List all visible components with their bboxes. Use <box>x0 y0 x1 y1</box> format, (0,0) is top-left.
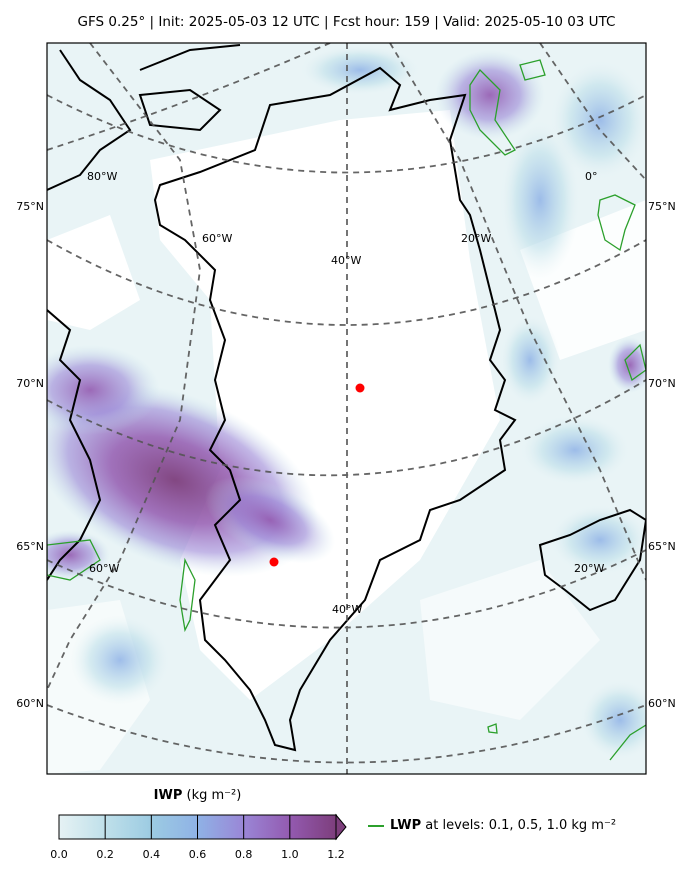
lon-label: 80°W <box>87 170 117 183</box>
lon-label: 20°W <box>574 562 604 575</box>
lat-label: 75°N <box>16 200 44 213</box>
lon-label: 60°W <box>202 232 232 245</box>
lwp-contours <box>47 59 646 761</box>
iwp-field <box>47 43 646 774</box>
colorbar-units: (kg m⁻²) <box>186 788 242 803</box>
map-title: GFS 0.25° | Init: 2025-05-03 12 UTC | Fc… <box>77 14 616 30</box>
lon-label: 20°W <box>461 232 491 245</box>
lat-label: 60°N <box>648 697 676 710</box>
lwp-legend: LWP at levels: 0.1, 0.5, 1.0 kg m⁻² <box>368 818 616 833</box>
lat-label: 65°N <box>648 540 676 553</box>
lat-label: 60°N <box>16 697 44 710</box>
iceland-coastline <box>538 508 646 612</box>
lat-label: 65°N <box>16 540 44 553</box>
greenland-coastline <box>153 66 517 752</box>
lat-label: 70°N <box>16 377 44 390</box>
lat-label: 75°N <box>648 200 676 213</box>
graticule <box>47 43 646 774</box>
lon-label: 40°W <box>331 254 361 267</box>
colorbar-variable: IWP <box>153 788 183 803</box>
lwp-legend-text: at levels: 0.1, 0.5, 1.0 kg m⁻² <box>425 818 617 833</box>
lon-label: 60°W <box>89 562 119 575</box>
lon-label: 0° <box>585 170 598 183</box>
marker-point <box>355 383 365 393</box>
lwp-legend-variable: LWP <box>390 818 422 833</box>
lon-label: 40°W <box>332 603 362 616</box>
colorbar-title: IWP (kg m⁻²) <box>130 788 265 803</box>
lat-label: 70°N <box>648 377 676 390</box>
marker-point <box>269 557 279 567</box>
lwp-legend-swatch <box>368 824 384 827</box>
canada-coastline <box>47 44 241 581</box>
